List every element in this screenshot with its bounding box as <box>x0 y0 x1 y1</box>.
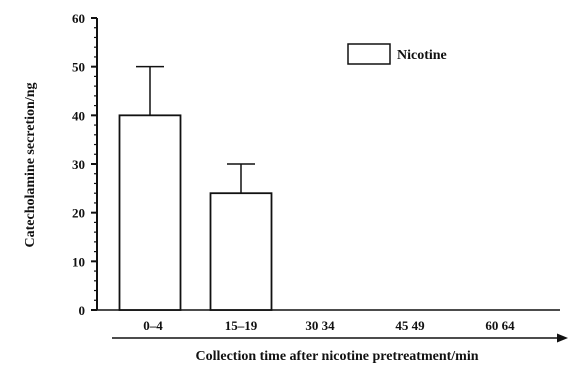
y-tick-label: 10 <box>72 254 85 269</box>
bar <box>118 114 182 311</box>
x-tick-label: 45 49 <box>395 318 425 333</box>
y-axis: 0 10 20 30 40 50 60 <box>72 11 98 318</box>
bars <box>118 114 273 311</box>
y-tick-label: 0 <box>79 303 86 318</box>
error-bars <box>136 65 255 194</box>
y-axis-title: Catecholamine secretion/ng <box>23 83 38 248</box>
y-tick-label: 60 <box>72 11 85 26</box>
legend: Nicotine <box>347 43 447 65</box>
bar <box>209 192 273 311</box>
y-tick-label: 40 <box>72 108 85 123</box>
y-tick-label: 20 <box>72 206 85 221</box>
legend-swatch <box>347 43 391 65</box>
y-tick-label: 50 <box>72 60 85 75</box>
x-tick-label: 15–19 <box>225 318 258 333</box>
time-arrow-head <box>557 333 568 343</box>
legend-label: Nicotine <box>397 48 447 63</box>
x-tick-label: 0–4 <box>143 318 163 333</box>
y-tick-label: 30 <box>72 157 85 172</box>
x-tick-label: 60 64 <box>485 318 515 333</box>
x-tick-label: 30 34 <box>305 318 335 333</box>
x-axis: 0–4 15–19 30 34 45 49 60 64 <box>97 309 568 343</box>
x-axis-title: Collection time after nicotine pretreatm… <box>195 349 478 364</box>
